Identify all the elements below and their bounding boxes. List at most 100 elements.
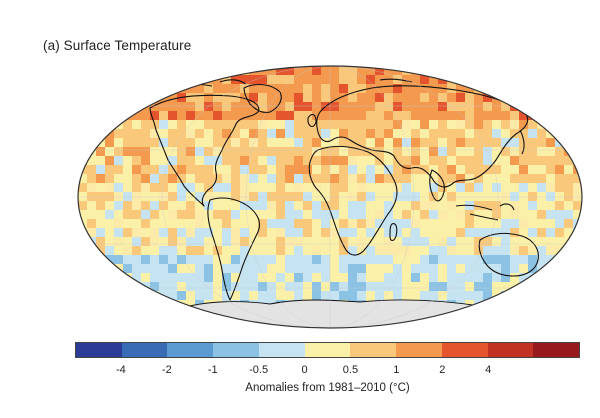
anomaly-cell xyxy=(321,228,330,237)
anomaly-cell xyxy=(519,102,528,111)
anomaly-cell xyxy=(78,147,87,156)
anomaly-cell xyxy=(123,174,132,183)
anomaly-cell xyxy=(150,75,159,84)
anomaly-cell xyxy=(168,282,177,291)
anomaly-cell xyxy=(411,291,420,300)
anomaly-cell xyxy=(456,237,465,246)
anomaly-cell xyxy=(528,255,537,264)
anomaly-cell xyxy=(483,201,492,210)
anomaly-cell xyxy=(87,102,96,111)
anomaly-cell xyxy=(429,237,438,246)
anomaly-cell xyxy=(240,282,249,291)
anomaly-cell xyxy=(582,255,591,264)
anomaly-cell xyxy=(393,129,402,138)
anomaly-cell xyxy=(186,300,195,309)
anomaly-cell xyxy=(177,174,186,183)
anomaly-cell xyxy=(411,165,420,174)
anomaly-cell xyxy=(78,264,87,273)
anomaly-cell xyxy=(105,156,114,165)
anomaly-cell xyxy=(492,138,501,147)
anomaly-cell xyxy=(132,309,141,318)
anomaly-cell xyxy=(321,75,330,84)
anomaly-cell xyxy=(348,210,357,219)
anomaly-cell xyxy=(429,264,438,273)
anomaly-cell xyxy=(573,300,582,309)
anomaly-cell xyxy=(330,174,339,183)
anomaly-cell xyxy=(339,156,348,165)
anomaly-cell xyxy=(573,255,582,264)
anomaly-cell xyxy=(357,192,366,201)
anomaly-cell xyxy=(339,255,348,264)
anomaly-cell xyxy=(465,183,474,192)
anomaly-cell xyxy=(105,255,114,264)
anomaly-cell xyxy=(402,165,411,174)
anomaly-cell xyxy=(285,138,294,147)
anomaly-cell xyxy=(240,210,249,219)
anomaly-cell xyxy=(555,75,564,84)
anomaly-cell xyxy=(132,291,141,300)
anomaly-cell xyxy=(564,255,573,264)
anomaly-cell xyxy=(474,309,483,318)
anomaly-cell xyxy=(303,156,312,165)
anomaly-cell xyxy=(501,264,510,273)
anomaly-cell xyxy=(78,291,87,300)
anomaly-cell xyxy=(519,174,528,183)
anomaly-cell xyxy=(546,309,555,318)
anomaly-cell xyxy=(213,327,222,328)
anomaly-cell xyxy=(159,165,168,174)
anomaly-cell xyxy=(411,174,420,183)
anomaly-cell xyxy=(555,66,564,75)
anomaly-cell xyxy=(186,309,195,318)
anomaly-cell xyxy=(159,228,168,237)
anomaly-cell xyxy=(537,174,546,183)
anomaly-cell xyxy=(96,300,105,309)
anomaly-cell xyxy=(339,246,348,255)
anomaly-cell xyxy=(573,102,582,111)
anomaly-cell xyxy=(330,102,339,111)
anomaly-cell xyxy=(321,165,330,174)
anomaly-cell xyxy=(177,318,186,327)
anomaly-cell xyxy=(375,129,384,138)
anomaly-cell xyxy=(546,84,555,93)
anomaly-cell xyxy=(141,237,150,246)
anomaly-cell xyxy=(78,300,87,309)
anomaly-cell xyxy=(429,120,438,129)
anomaly-cell xyxy=(213,219,222,228)
anomaly-cell xyxy=(366,183,375,192)
anomaly-cell xyxy=(330,120,339,129)
anomaly-cell xyxy=(303,282,312,291)
anomaly-cell xyxy=(240,120,249,129)
anomaly-cell xyxy=(96,237,105,246)
anomaly-cell xyxy=(222,228,231,237)
anomaly-cell xyxy=(231,264,240,273)
anomaly-cell xyxy=(573,138,582,147)
anomaly-cell xyxy=(123,264,132,273)
anomaly-cell xyxy=(285,282,294,291)
anomaly-cell xyxy=(105,192,114,201)
anomaly-cell xyxy=(123,102,132,111)
anomaly-cell xyxy=(582,318,591,327)
anomaly-cell xyxy=(366,120,375,129)
anomaly-cell xyxy=(321,201,330,210)
anomaly-cell xyxy=(420,165,429,174)
anomaly-cell xyxy=(501,210,510,219)
anomaly-cell xyxy=(420,66,429,75)
anomaly-cell xyxy=(177,183,186,192)
anomaly-cell xyxy=(159,201,168,210)
anomaly-cell xyxy=(222,129,231,138)
anomaly-cell xyxy=(582,237,591,246)
anomaly-cell xyxy=(582,84,591,93)
anomaly-cell xyxy=(294,291,303,300)
anomaly-cell xyxy=(87,129,96,138)
anomaly-cell xyxy=(564,300,573,309)
anomaly-cell xyxy=(465,102,474,111)
anomaly-cell xyxy=(312,210,321,219)
anomaly-cell xyxy=(519,201,528,210)
anomaly-cell xyxy=(177,138,186,147)
anomaly-cell xyxy=(339,147,348,156)
anomaly-cell xyxy=(492,111,501,120)
anomaly-cell xyxy=(402,192,411,201)
anomaly-cell xyxy=(411,282,420,291)
anomaly-cell xyxy=(375,255,384,264)
anomaly-cell xyxy=(303,102,312,111)
